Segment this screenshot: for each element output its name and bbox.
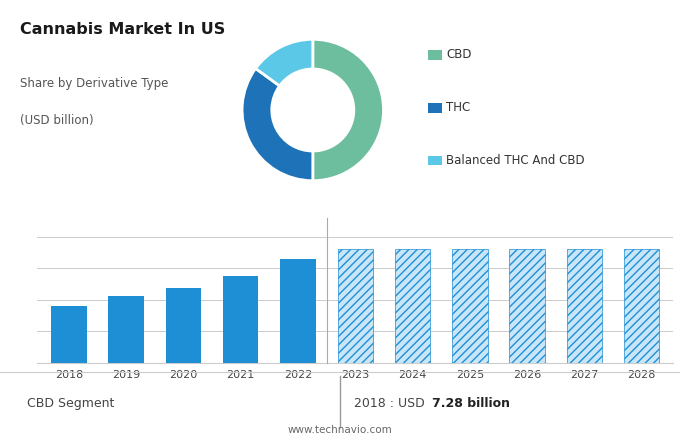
Bar [337, 249, 373, 363]
Bar [566, 249, 602, 363]
Text: 2018 : USD: 2018 : USD [354, 397, 428, 411]
Bar [51, 305, 86, 363]
Wedge shape [256, 39, 313, 86]
Text: CBD Segment: CBD Segment [27, 397, 114, 411]
Bar [395, 249, 430, 363]
Bar [280, 259, 316, 363]
Bar [452, 249, 488, 363]
Text: 7.28 billion: 7.28 billion [432, 397, 510, 411]
Bar [166, 288, 201, 363]
Text: (USD billion): (USD billion) [20, 114, 94, 128]
Wedge shape [313, 39, 384, 181]
Text: Balanced THC And CBD: Balanced THC And CBD [446, 154, 585, 167]
Bar [624, 249, 660, 363]
Bar [509, 249, 545, 363]
Text: THC: THC [446, 101, 471, 114]
Text: CBD: CBD [446, 48, 472, 62]
Text: www.technavio.com: www.technavio.com [288, 425, 392, 435]
Wedge shape [242, 69, 313, 181]
Bar [108, 296, 144, 363]
Text: Share by Derivative Type: Share by Derivative Type [20, 77, 169, 90]
Text: Cannabis Market In US: Cannabis Market In US [20, 22, 226, 37]
Bar [223, 276, 258, 363]
